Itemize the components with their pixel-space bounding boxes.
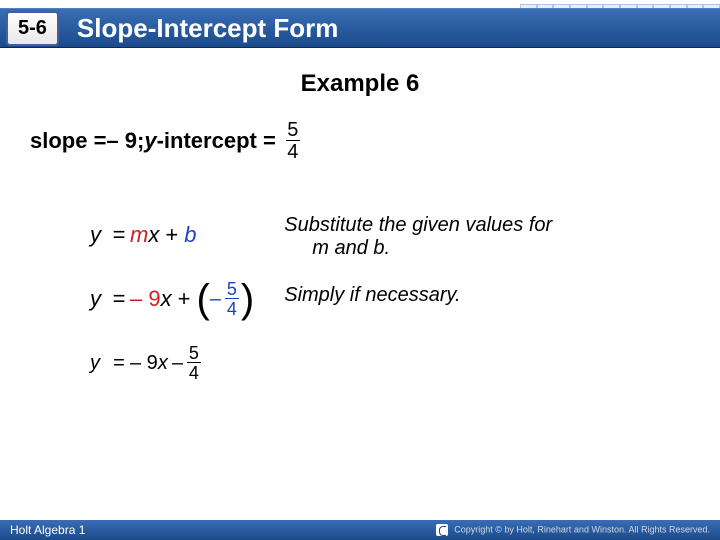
eq3-equals: = — [108, 352, 130, 375]
eq3-fraction: 5 4 — [187, 344, 201, 382]
eq3-frac-num: 5 — [189, 344, 199, 362]
explanations-column: Substitute the given values for m and b.… — [284, 212, 552, 386]
eq2-frac-den: 4 — [225, 298, 239, 318]
work-area: y = m x + b y = – 9 x + ( – 5 — [90, 212, 690, 386]
eq2-frac-minus: – — [210, 288, 221, 311]
eq3-x: x — [158, 352, 168, 375]
explanation-simplify: Simply if necessary. — [284, 276, 552, 307]
paren-right-icon: ) — [241, 279, 254, 319]
eq2-fraction-wrap: – 5 4 — [210, 280, 241, 318]
footer-copyright: Copyright © by Holt, Rinehart and Winsto… — [436, 524, 710, 536]
eq2-neg9: – 9 — [130, 286, 161, 312]
eq1-plus: + — [165, 222, 178, 248]
equation-general-form: y = m x + b — [90, 212, 254, 258]
problem-slope-label: slope = — [30, 128, 106, 154]
eq1-m: m — [130, 222, 148, 248]
exp1-line1: Substitute the given values for — [284, 214, 552, 236]
eq1-equals: = — [108, 222, 130, 248]
eq2-parentheses: ( – 5 4 ) — [196, 277, 254, 321]
eq3-minus: – — [172, 352, 183, 375]
eq3-frac-den: 4 — [187, 362, 201, 382]
footer-copyright-text: Copyright © by Holt, Rinehart and Winsto… — [454, 524, 710, 534]
fraction-numerator: 5 — [287, 120, 298, 140]
eq1-x: x — [148, 222, 159, 248]
slide-content: Example 6 slope = – 9 ; y -intercept = 5… — [0, 56, 720, 386]
problem-intercept-fraction: 5 4 — [286, 120, 300, 162]
eq3-y: y — [90, 352, 108, 375]
eq2-equals: = — [108, 286, 130, 312]
eq1-y: y — [90, 222, 108, 248]
footer-textbook-name: Holt Algebra 1 — [10, 523, 85, 537]
problem-intercept-label: -intercept = — [157, 128, 276, 154]
lesson-title: Slope-Intercept Form — [77, 13, 338, 44]
slide-footer: Holt Algebra 1 Copyright © by Holt, Rine… — [0, 520, 720, 540]
paren-left-icon: ( — [196, 279, 209, 319]
eq2-fraction: 5 4 — [225, 280, 239, 318]
fraction-denominator: 4 — [286, 140, 300, 162]
eq3-neg9: – 9 — [130, 352, 158, 375]
header-bar: 5-6 Slope-Intercept Form — [0, 8, 720, 48]
explanation-substitute: Substitute the given values for m and b. — [284, 212, 552, 276]
lesson-number-badge: 5-6 — [6, 11, 59, 46]
equations-column: y = m x + b y = – 9 x + ( – 5 — [90, 212, 254, 386]
equation-simplified: y = – 9 x – 5 4 — [90, 340, 254, 386]
problem-slope-value: – 9 — [106, 128, 137, 154]
eq2-x: x — [161, 286, 172, 312]
exp1-line2: m and b. — [284, 237, 552, 260]
eq1-b: b — [184, 222, 196, 248]
eq2-plus: + — [178, 286, 191, 312]
equation-substituted: y = – 9 x + ( – 5 4 ) — [90, 276, 254, 322]
example-title: Example 6 — [30, 70, 690, 98]
problem-y-italic: y — [144, 128, 156, 154]
eq2-frac-num: 5 — [227, 280, 237, 298]
eq2-y: y — [90, 286, 108, 312]
slide-header: 5-6 Slope-Intercept Form — [0, 0, 720, 56]
publisher-logo-icon — [436, 524, 448, 536]
problem-statement: slope = – 9 ; y -intercept = 5 4 — [30, 120, 690, 162]
